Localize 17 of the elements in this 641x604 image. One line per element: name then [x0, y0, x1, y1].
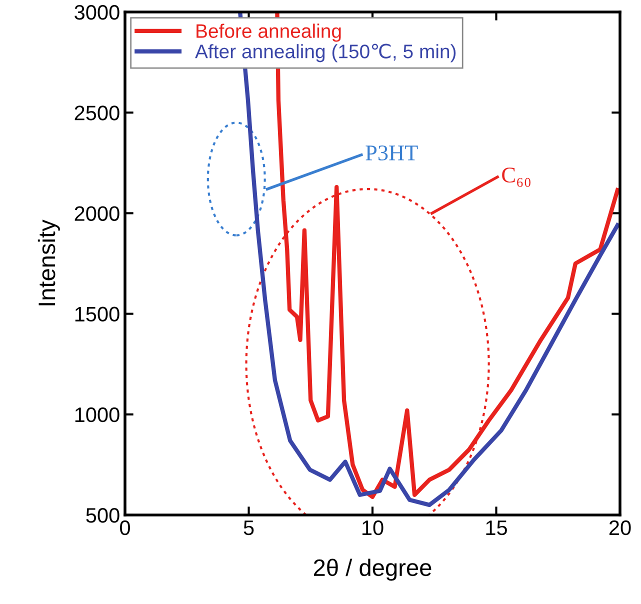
y-axis-title: Intensity — [38, 220, 60, 306]
x-tick-label: 5 — [244, 520, 254, 536]
y-tick-label: 2500 — [74, 106, 120, 120]
legend-label: Before annealing — [196, 24, 341, 42]
x-axis-title: 2θ / degree — [314, 558, 432, 581]
y-tick-label: 1000 — [75, 407, 120, 422]
annotation: P3HT — [366, 145, 418, 160]
y-tick-label: 2000 — [74, 206, 120, 221]
x-tick-label: 0 — [120, 520, 130, 536]
y-tick-label: 3000 — [74, 5, 120, 20]
annotation: C₆₀ — [502, 168, 530, 187]
y-tick-label: 500 — [86, 508, 120, 523]
legend-label: After annealing (150℃, 5 min) — [195, 44, 456, 62]
x-tick-label: 10 — [362, 520, 384, 536]
x-tick-label: 20 — [609, 520, 631, 536]
x-tick-label: 15 — [486, 520, 507, 536]
y-tick-label: 1500 — [75, 306, 120, 322]
